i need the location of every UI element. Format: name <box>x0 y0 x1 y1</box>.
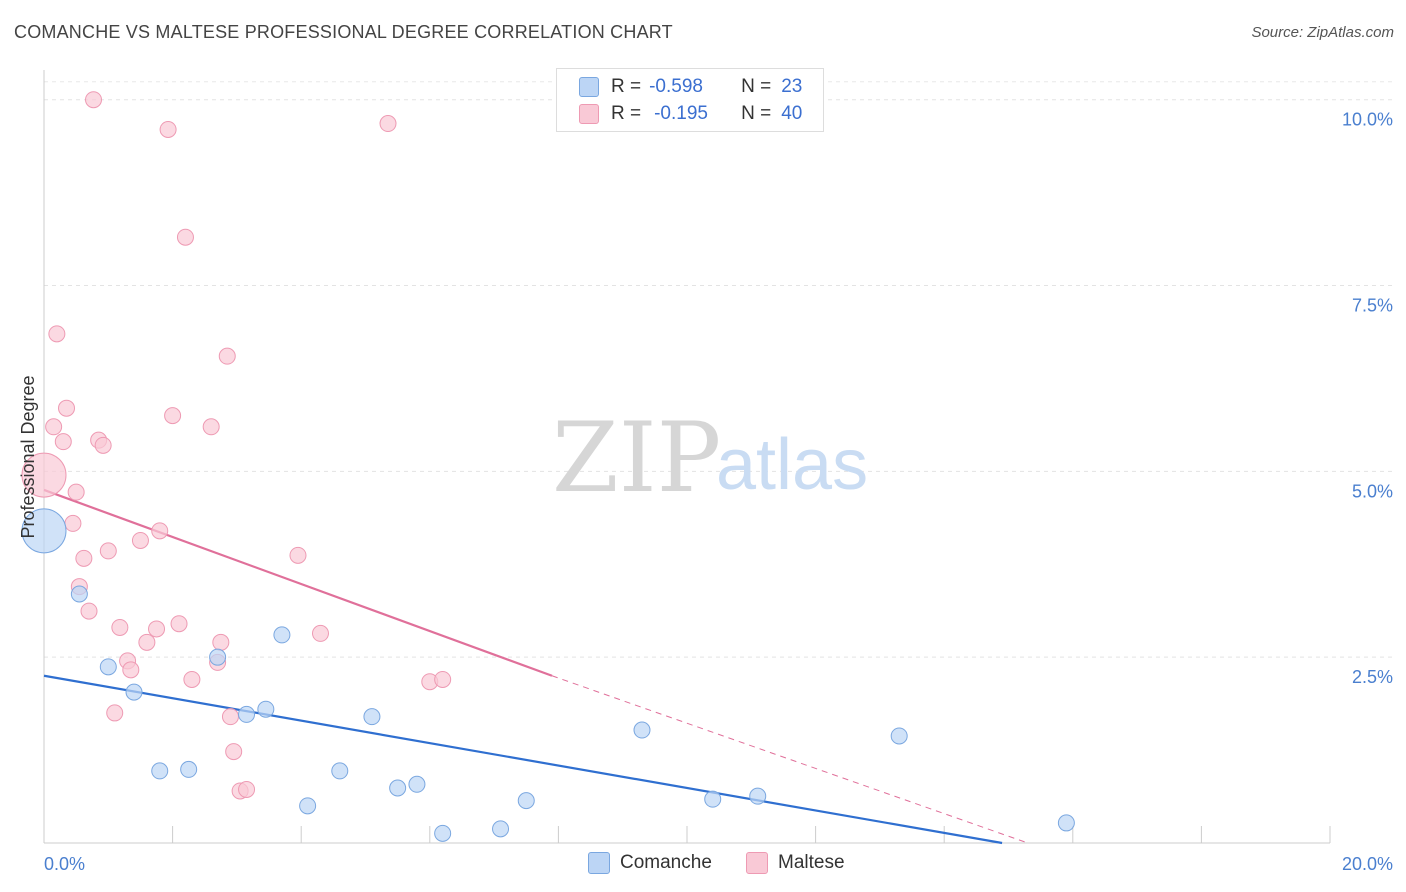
maltese-point <box>218 347 236 365</box>
maltese-point <box>64 514 82 532</box>
maltese-n-value: 40 <box>781 103 803 124</box>
comanche-point <box>363 708 381 726</box>
maltese-point <box>164 407 182 425</box>
comanche-point <box>273 626 291 644</box>
maltese-point <box>75 549 93 567</box>
maltese-point <box>238 780 256 798</box>
comanche-n-label: N = <box>741 76 772 97</box>
comanche-legend-label: Comanche <box>620 852 712 873</box>
comanche-r-value: -0.598 <box>649 76 703 97</box>
maltese-legend-label: Maltese <box>778 852 845 873</box>
maltese-point <box>99 542 117 560</box>
maltese-legend-swatch <box>746 852 768 874</box>
maltese-point <box>311 624 329 642</box>
comanche-point <box>125 683 143 701</box>
comanche-point <box>408 775 426 793</box>
comanche-point <box>99 658 117 676</box>
maltese-point <box>106 704 124 722</box>
maltese-point <box>289 546 307 564</box>
y-tick-label: 2.5% <box>1352 667 1393 687</box>
x-tick-label-min: 0.0% <box>44 854 85 874</box>
watermark-atlas: atlas <box>716 425 868 505</box>
comanche-point <box>389 779 407 797</box>
maltese-point <box>434 670 452 688</box>
maltese-point <box>221 708 239 726</box>
maltese-trend-line <box>43 488 553 677</box>
maltese-point <box>45 418 63 436</box>
maltese-point <box>176 228 194 246</box>
series-legend-comanche[interactable]: Comanche <box>588 852 712 874</box>
maltese-r-label: R = <box>611 103 642 124</box>
y-axis-title: Professional Degree <box>18 375 38 538</box>
comanche-point <box>21 508 67 554</box>
maltese-point <box>122 661 140 679</box>
source-credit: Source: ZipAtlas.com <box>1251 24 1394 41</box>
maltese-point <box>131 531 149 549</box>
maltese-point <box>94 436 112 454</box>
comanche-point <box>492 820 510 838</box>
comanche-r-label: R = <box>611 76 642 97</box>
maltese-point <box>21 452 67 498</box>
maltese-point <box>151 522 169 540</box>
watermark-zip: ZIP <box>552 402 721 514</box>
comanche-point <box>633 721 651 739</box>
axes <box>43 70 1331 844</box>
comanche-legend-swatch <box>588 852 610 874</box>
maltese-point <box>183 670 201 688</box>
maltese-point <box>54 433 72 451</box>
legend-row-comanche: R = -0.598 N = 23 <box>579 74 802 100</box>
maltese-n-label: N = <box>741 103 772 124</box>
comanche-point <box>180 760 198 778</box>
maltese-point <box>170 615 188 633</box>
series-legend-maltese[interactable]: Maltese <box>746 852 845 874</box>
maltese-point <box>67 483 85 501</box>
y-tick-label: 10.0% <box>1342 110 1393 130</box>
tick-labels: 2.5% 5.0% 7.5% 10.0% 0.0% 20.0% <box>44 110 1393 874</box>
comanche-point <box>151 762 169 780</box>
stats-legend: R = -0.598 N = 23 R = -0.195 N = 40 <box>556 68 824 132</box>
comanche-point <box>890 727 908 745</box>
comanche-swatch <box>579 77 599 97</box>
watermark: ZIP atlas <box>552 402 868 514</box>
maltese-swatch <box>579 104 599 124</box>
comanche-point <box>704 790 722 808</box>
maltese-point <box>379 115 397 133</box>
comanche-point <box>257 700 275 718</box>
x-tick-label-max: 20.0% <box>1342 854 1393 874</box>
comanche-point <box>1057 814 1075 832</box>
y-tick-label: 7.5% <box>1352 296 1393 316</box>
chart-title: COMANCHE VS MALTESE PROFESSIONAL DEGREE … <box>14 22 673 42</box>
comanche-n-value: 23 <box>781 76 803 97</box>
comanche-point <box>299 797 317 815</box>
maltese-point <box>80 602 98 620</box>
gridlines <box>44 81 1394 658</box>
comanche-point <box>238 705 256 723</box>
maltese-point <box>111 618 129 636</box>
comanche-point <box>434 824 452 842</box>
maltese-point <box>48 325 66 343</box>
maltese-point <box>58 399 76 417</box>
maltese-point <box>85 91 103 109</box>
maltese-r-value: -0.195 <box>654 103 708 124</box>
comanche-point <box>749 787 767 805</box>
maltese-point <box>212 633 230 651</box>
maltese-point <box>225 743 243 761</box>
y-tick-label: 5.0% <box>1352 481 1393 501</box>
maltese-point <box>148 620 166 638</box>
comanche-point <box>70 585 88 603</box>
trend-lines <box>43 488 1028 845</box>
comanche-point <box>209 648 227 666</box>
data-points <box>21 91 1075 842</box>
maltese-point <box>202 418 220 436</box>
maltese-point <box>159 120 177 138</box>
maltese-trend-extension <box>551 675 1028 844</box>
comanche-point <box>517 792 535 810</box>
legend-row-maltese: R = -0.195 N = 40 <box>579 101 802 127</box>
comanche-trend-line <box>43 674 1003 845</box>
maltese-point <box>138 633 156 651</box>
comanche-point <box>331 762 349 780</box>
